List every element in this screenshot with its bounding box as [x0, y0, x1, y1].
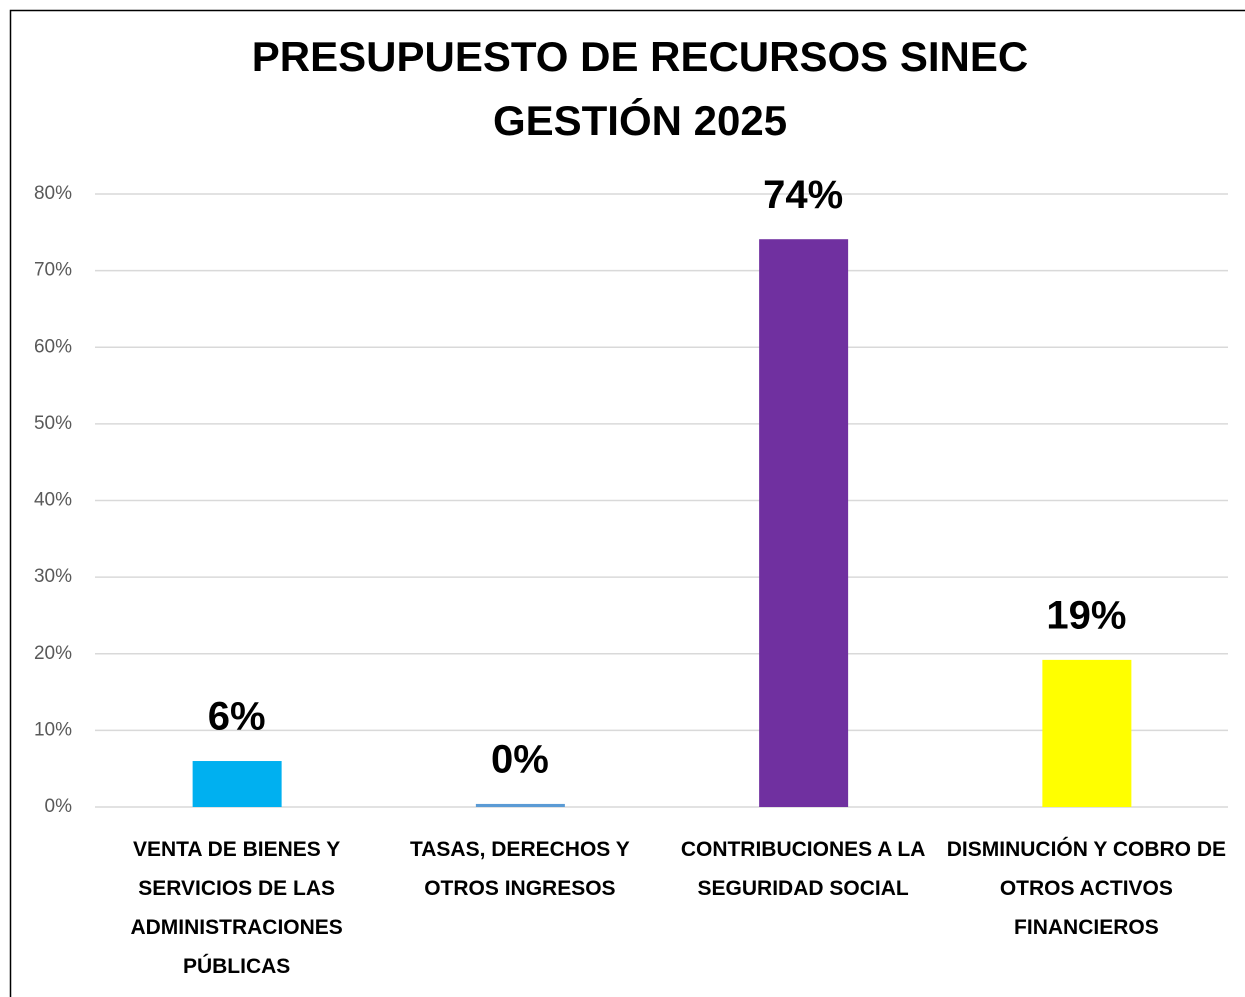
x-tick-label: DISMINUCIÓN Y COBRO DE OTROS ACTIVOS FIN… — [946, 838, 1226, 939]
data-label: 19% — [1046, 593, 1126, 637]
chart-title: PRESUPUESTO DE RECURSOS SINEC — [252, 33, 1028, 80]
data-label: 6% — [208, 695, 266, 739]
x-tick-label: VENTA DE BIENES Y SERVICIOS DE LAS ADMIN… — [130, 838, 343, 978]
y-tick-label: 50% — [34, 413, 72, 434]
data-label: 0% — [491, 737, 549, 781]
y-tick-label: 70% — [34, 260, 72, 281]
y-tick-label: 80% — [34, 183, 72, 204]
chart-title: GESTIÓN 2025 — [493, 96, 787, 144]
bar — [759, 239, 849, 808]
chart-border — [9, 9, 1245, 997]
y-tick-label: 20% — [34, 643, 72, 664]
y-tick-label: 60% — [34, 336, 72, 357]
y-tick-label: 30% — [34, 566, 72, 587]
y-tick-label: 0% — [45, 796, 73, 817]
bar — [192, 761, 282, 807]
y-tick-label: 40% — [34, 490, 72, 511]
x-tick-label: TASAS, DERECHOS Y OTROS INGRESOS — [409, 838, 630, 900]
y-tick-label: 10% — [34, 719, 72, 740]
data-label: 74% — [763, 173, 843, 217]
x-tick-label: CONTRIBUCIONES A LA SEGURIDAD SOCIAL — [680, 838, 926, 900]
bar — [1042, 659, 1132, 807]
bar — [475, 803, 565, 807]
